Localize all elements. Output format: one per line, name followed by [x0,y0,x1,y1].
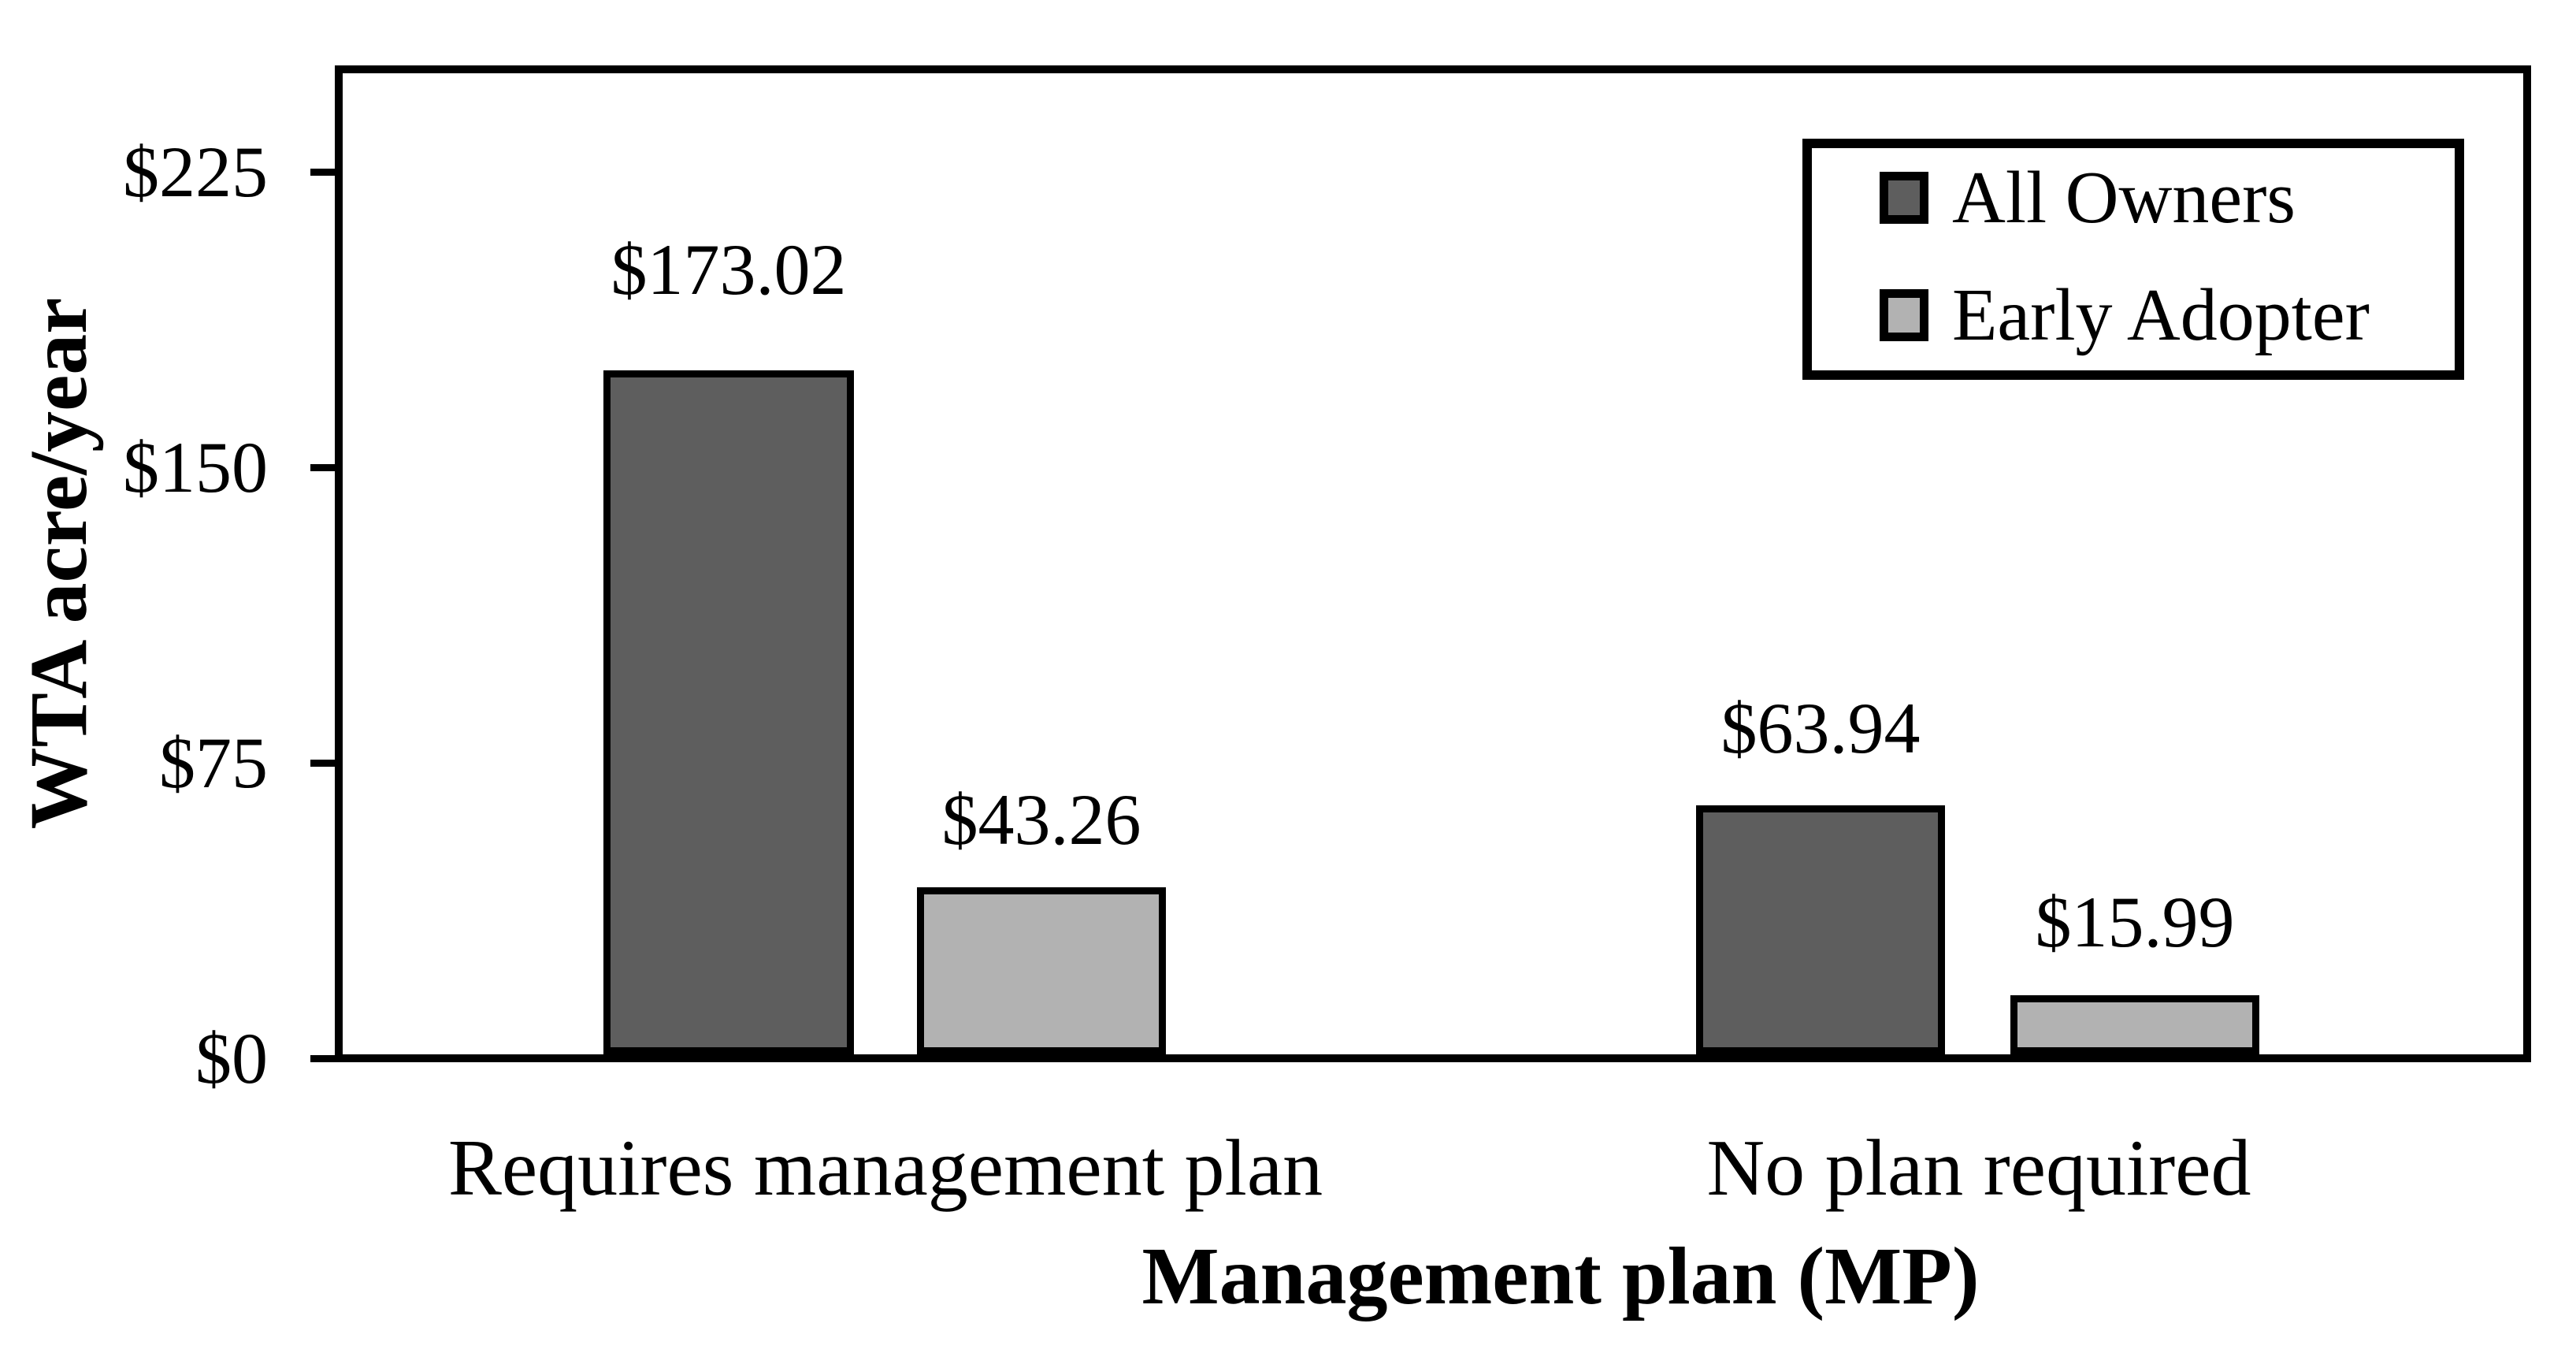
x-category-label-requires-plan: Requires management plan [447,1124,1323,1213]
data-label-all-owners-requires-plan: $173.02 [611,229,847,310]
y-tick-label-0: $0 [195,1018,268,1098]
legend-label-early-adopter: Early Adopter [1952,274,2370,356]
legend-label-all-owners: All Owners [1952,157,2296,239]
bar-all-owners-requires-plan [603,370,854,1054]
data-label-all-owners-no-plan: $63.94 [1720,688,1921,768]
y-tick-mark-150 [310,464,339,471]
x-axis-title: Management plan (MP) [1141,1231,1980,1321]
y-tick-mark-75 [310,760,339,767]
y-tick-label-225: $225 [123,132,268,212]
x-category-label-no-plan: No plan required [1706,1124,2251,1213]
legend-swatch-early-adopter [1880,289,1928,341]
data-label-early-adopter-no-plan: $15.99 [2035,882,2235,962]
y-axis-title: WTA acre/year [13,297,104,830]
bar-early-adopter-requires-plan [917,887,1166,1054]
y-tick-mark-225 [310,169,339,176]
y-tick-mark-0 [310,1055,339,1062]
y-tick-label-150: $150 [123,427,268,507]
bar-all-owners-no-plan [1696,805,1945,1054]
legend-box: All Owners Early Adopter [1802,139,2464,380]
bar-early-adopter-no-plan [2010,995,2259,1054]
data-label-early-adopter-requires-plan: $43.26 [941,779,1141,860]
y-tick-label-75: $75 [159,723,268,803]
legend-swatch-all-owners [1880,172,1928,224]
